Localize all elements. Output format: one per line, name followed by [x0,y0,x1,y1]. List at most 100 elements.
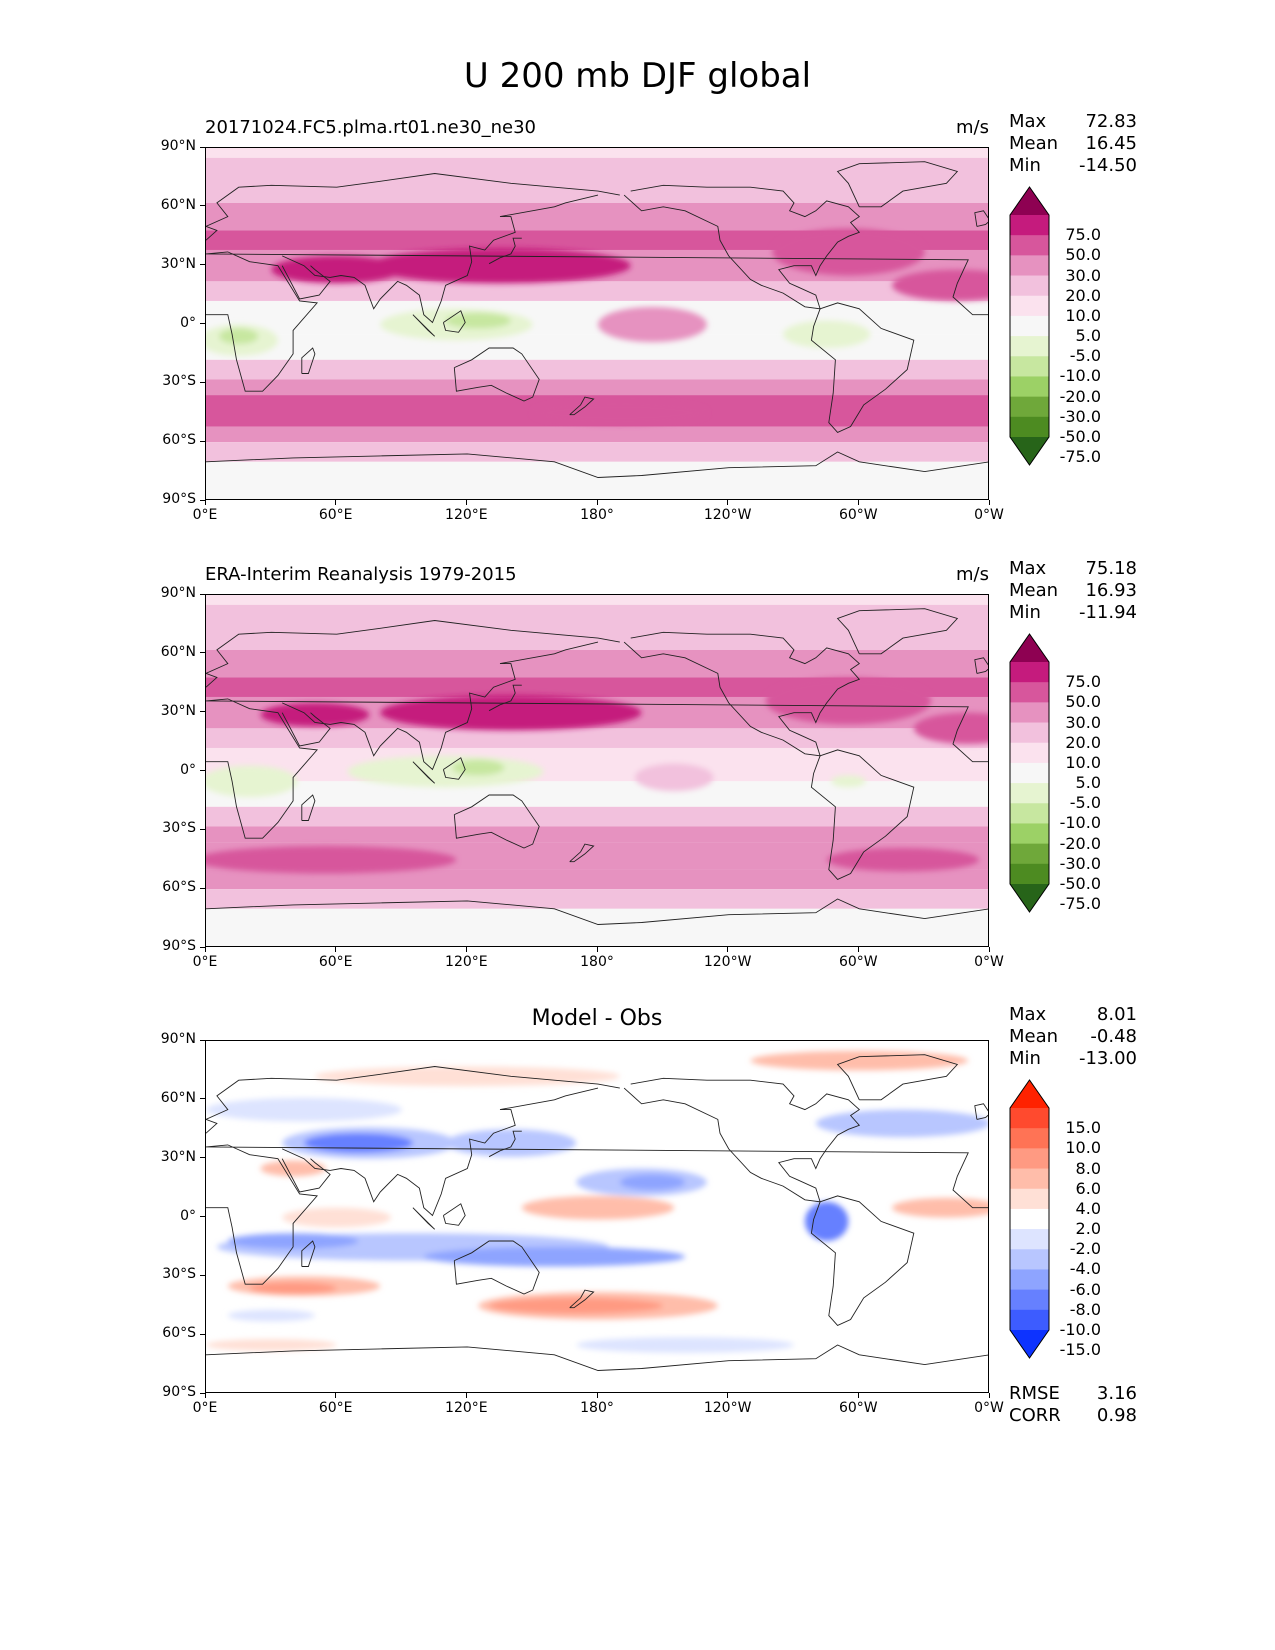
x-tick-label: 120°W [703,1400,752,1416]
y-tick-mark [200,1039,205,1041]
coastline [412,1207,436,1230]
stat-value: 0.98 [1096,1405,1137,1426]
field-blob [206,1339,337,1351]
colorbar-level-label: 5.0 [1075,773,1101,793]
colorbar-segment [1010,823,1049,845]
colorbar-segment [1010,235,1049,256]
y-tick-mark [200,887,205,889]
x-tick-mark [727,1393,729,1398]
coastline [301,794,316,821]
x-tick-label: 60°E [318,507,353,523]
colorbar-level-label: 20.0 [1065,732,1101,752]
x-tick-label: 60°W [838,507,878,523]
field-band [206,202,988,231]
stat-label: Max [1009,558,1047,579]
y-tick-label: 60°N [160,1089,196,1106]
stat-row: Min -14.50 [1009,155,1137,177]
panel-units: m/s [956,564,989,585]
y-tick-label: 90°N [160,1031,196,1047]
field-blob [206,1097,402,1122]
x-tick-label: 120°W [703,507,752,523]
stat-value: 16.45 [1085,133,1137,154]
coastline [281,712,331,747]
y-tick-mark [200,1098,205,1100]
field-blob [260,702,370,727]
x-tick-mark [465,947,467,952]
coastline [206,1066,620,1134]
x-tick-label: 120°W [703,954,752,970]
colorbar-level-label: -50.0 [1059,874,1101,893]
colorbar-level-label: 15.0 [1065,1118,1101,1138]
field-blob [815,1109,988,1138]
colorbar-segment [1010,1249,1049,1270]
colorbar-level-label: -10.0 [1059,1320,1101,1339]
stat-value: 8.01 [1096,1004,1137,1025]
coastline [623,631,861,757]
colorbar-segment [1010,783,1049,804]
y-tick-mark [200,146,205,148]
y-tick-mark [200,1274,205,1276]
x-tick-mark [727,947,729,952]
colorbar-level-label: 6.0 [1075,1178,1101,1198]
y-tick-label: 30°S [162,820,196,837]
field-blob [227,1309,315,1322]
stat-label: Mean [1009,580,1059,601]
field-blobs [206,677,988,874]
colorbar-outline [1009,186,1050,466]
field-band [206,604,988,650]
stat-row: Max 8.01 [1009,1004,1137,1026]
panel-title-left: 20171024.FC5.plma.rt01.ne30_ne30 [205,117,537,138]
y-tick-mark [200,264,205,266]
y-tick-label: 30°S [162,1266,196,1283]
coastline [623,1077,861,1203]
coastline [569,396,595,416]
colorbar-segment [1010,682,1049,703]
x-tick-mark [988,947,990,952]
panel-units: m/s [956,117,989,138]
field-blob [445,312,511,329]
stat-row: Min -13.00 [1009,1048,1137,1070]
stat-label: Min [1009,1048,1041,1069]
field-band [206,359,988,380]
map-svg [206,1041,988,1392]
colorbar-level-label: 2.0 [1075,1219,1101,1239]
panel-stats: Max 8.01 Mean -0.48 Min -13.00 [1009,1004,1137,1070]
x-tick-mark [857,1393,859,1398]
field-blob [423,1246,686,1267]
colorbar-segment [1010,215,1049,236]
coastline [442,757,466,780]
coastline [488,1130,522,1158]
y-tick-label: 60°S [162,432,196,449]
colorbar-level-label: -8.0 [1069,1299,1101,1319]
coastline [281,265,331,300]
field-band [206,334,988,360]
colorbar-segment [1010,295,1049,317]
field-band [206,281,988,301]
coastline [974,210,988,227]
colorbar-segment [1010,356,1049,377]
colorbar-segment [1010,1128,1049,1149]
colorbar-extend-bottom [1010,437,1049,465]
coastline [206,620,620,688]
x-tick-label: 0°E [192,954,218,970]
field-blob [826,847,980,872]
field-band [206,442,988,462]
field-blob [783,320,871,349]
x-tick-mark [596,1393,598,1398]
stat-value: 72.83 [1085,111,1137,132]
coastline [810,302,915,433]
field-band [206,148,988,158]
y-tick-mark [200,381,205,383]
field-blob [347,755,544,788]
map-svg [206,148,988,499]
coastline [569,1289,595,1309]
x-tick-mark [988,1393,990,1398]
colorbar-level-label: -5.0 [1069,793,1101,813]
y-tick-mark [200,1216,205,1217]
colorbar-level-label: 50.0 [1065,692,1101,712]
field-band [206,826,988,843]
field-blob [576,1337,794,1353]
field-band [206,649,988,678]
colorbar-level-label: -6.0 [1069,1279,1101,1299]
x-tick-label: 120°E [445,507,488,523]
